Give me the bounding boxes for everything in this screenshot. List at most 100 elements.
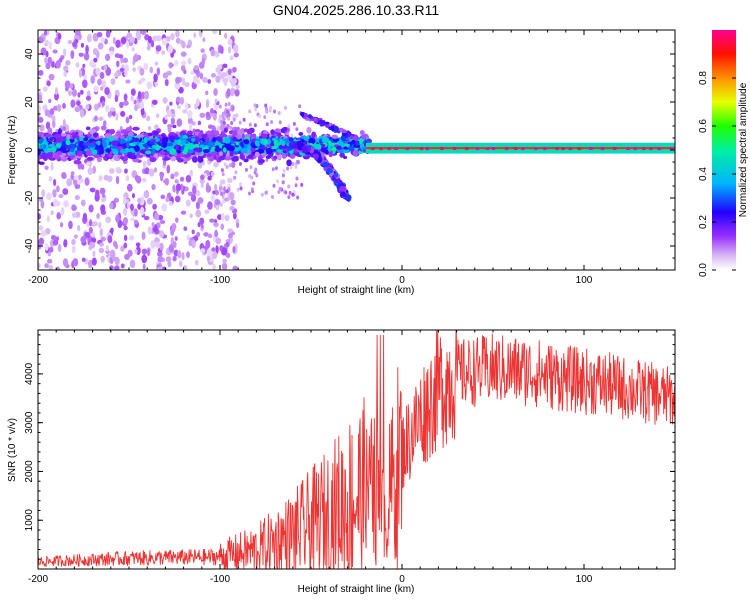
- noise-speck: [162, 159, 167, 166]
- noise-speck: [80, 42, 84, 48]
- noise-speck: [75, 62, 80, 68]
- noise-speck: [151, 99, 158, 105]
- noise-speck: [87, 259, 93, 268]
- noise-speck: [199, 179, 206, 184]
- noise-speck: [226, 124, 230, 129]
- noise-speck: [231, 127, 235, 132]
- noise-speck: [125, 79, 131, 84]
- noise-speck: [269, 105, 273, 110]
- noise-speck: [225, 189, 229, 194]
- band-blob: [214, 147, 222, 153]
- noise-speck: [52, 198, 58, 207]
- band-blob: [254, 151, 260, 157]
- noise-speck: [109, 50, 114, 56]
- noise-speck: [85, 95, 92, 101]
- band-blob: [339, 152, 345, 158]
- noise-speck: [139, 101, 145, 110]
- noise-speck: [98, 221, 102, 229]
- arm-blob: [339, 185, 346, 192]
- noise-speck: [99, 228, 103, 237]
- spectrogram-y-tick-label: 0: [24, 147, 35, 153]
- noise-speck: [131, 192, 135, 199]
- noise-speck: [234, 170, 238, 175]
- noise-speck: [127, 249, 133, 257]
- noise-speck: [272, 183, 276, 188]
- noise-speck: [141, 248, 148, 255]
- noise-speck: [150, 239, 156, 249]
- spectrogram-xlabel: Height of straight line (km): [298, 285, 415, 296]
- noise-speck: [98, 247, 105, 254]
- noise-speck: [223, 78, 228, 87]
- noise-speck: [50, 234, 57, 241]
- noise-speck: [173, 171, 179, 177]
- noise-speck: [59, 222, 64, 228]
- noise-speck: [103, 174, 110, 181]
- noise-speck: [63, 71, 68, 77]
- band-blob: [166, 142, 174, 147]
- noise-speck: [292, 121, 296, 126]
- noise-speck: [186, 234, 190, 241]
- noise-speck: [132, 67, 136, 72]
- band-blob: [265, 147, 273, 155]
- noise-speck: [72, 41, 78, 48]
- noise-speck: [230, 87, 235, 97]
- noise-speck: [77, 92, 81, 98]
- noise-speck: [88, 219, 93, 227]
- band-blob: [119, 139, 127, 145]
- noise-speck: [161, 50, 165, 55]
- noise-speck: [53, 178, 57, 187]
- noise-speck: [207, 124, 214, 129]
- noise-speck: [211, 247, 216, 252]
- noise-speck: [154, 241, 161, 249]
- band-blob: [86, 156, 94, 161]
- noise-speck: [254, 167, 258, 172]
- noise-speck: [109, 202, 114, 210]
- noise-speck: [126, 183, 133, 192]
- noise-speck: [175, 217, 179, 223]
- noise-speck: [174, 179, 179, 184]
- noise-speck: [80, 236, 87, 243]
- noise-speck: [139, 67, 145, 76]
- noise-speck: [183, 226, 188, 231]
- band-blob: [127, 153, 132, 159]
- noise-speck: [70, 50, 75, 59]
- noise-speck: [189, 123, 193, 132]
- noise-speck: [89, 187, 96, 193]
- band-blob: [359, 129, 365, 136]
- noise-speck: [252, 181, 256, 186]
- noise-speck: [130, 95, 134, 101]
- band-blob: [235, 141, 240, 146]
- band-blob: [172, 124, 177, 129]
- noise-speck: [78, 68, 83, 78]
- noise-speck: [46, 80, 51, 87]
- band-blob: [57, 128, 62, 135]
- arm-blob: [322, 161, 329, 167]
- band-blob: [308, 137, 316, 145]
- noise-speck: [144, 167, 150, 175]
- noise-speck: [62, 258, 69, 267]
- noise-speck: [65, 86, 69, 92]
- noise-speck: [82, 63, 86, 68]
- noise-speck: [167, 45, 173, 54]
- noise-speck: [82, 79, 88, 89]
- noise-speck: [225, 241, 230, 247]
- band-blob: [71, 132, 76, 136]
- noise-speck: [219, 114, 223, 119]
- noise-speck: [135, 30, 140, 39]
- noise-speck: [231, 106, 235, 111]
- band-blob: [143, 137, 148, 144]
- noise-speck: [217, 64, 223, 70]
- noise-speck: [48, 41, 53, 50]
- band-blob: [239, 152, 244, 160]
- noise-speck: [125, 116, 130, 124]
- noise-speck: [151, 40, 155, 48]
- noise-speck: [56, 104, 62, 112]
- noise-speck: [107, 235, 113, 244]
- noise-speck: [72, 258, 79, 267]
- band-blob: [93, 132, 99, 138]
- noise-speck: [185, 174, 192, 183]
- band-blob: [205, 138, 210, 143]
- noise-speck: [110, 78, 116, 85]
- band-blob: [311, 131, 317, 138]
- noise-speck: [174, 59, 179, 67]
